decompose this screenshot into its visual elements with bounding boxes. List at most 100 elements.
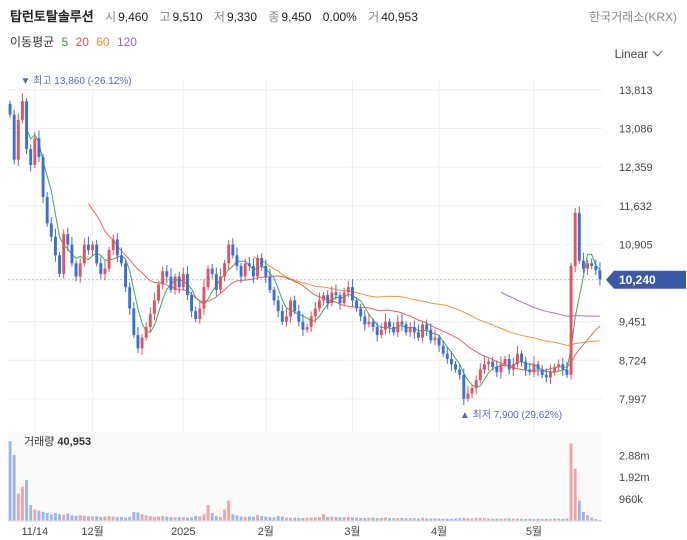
volume-bar: [243, 516, 247, 521]
candle: [58, 252, 62, 278]
volume-bar: [503, 518, 507, 521]
candle: [185, 265, 189, 300]
volume-bar: [470, 518, 474, 521]
x-tick-label: 11/14: [21, 526, 48, 538]
candle: [103, 260, 107, 281]
volume-bar: [107, 515, 111, 521]
candle: [33, 132, 37, 169]
candle: [359, 303, 363, 322]
volume-bar: [305, 517, 309, 521]
volume-bar: [536, 518, 540, 521]
ma-legend-60[interactable]: 60: [96, 35, 110, 49]
volume-bar: [367, 517, 371, 521]
scale-selector[interactable]: Linear: [615, 46, 663, 61]
current-price-label: 10,240: [619, 273, 656, 287]
volume-bar: [152, 516, 156, 521]
volume-tick-label: 2.88m: [619, 450, 650, 462]
volume-bar: [66, 513, 70, 521]
volume-bar: [260, 515, 264, 521]
candle: [474, 375, 478, 395]
candle: [487, 358, 491, 371]
candle: [383, 313, 387, 335]
ma-legend: 이동평균 5 20 60 120: [10, 33, 141, 50]
volume-bar: [359, 517, 363, 521]
candle: [82, 238, 86, 267]
volume-bar: [280, 516, 284, 521]
y-tick-label: 8,724: [619, 355, 647, 367]
volume-bar: [462, 517, 466, 521]
volume-bar: [437, 518, 441, 521]
volume-bar: [553, 518, 557, 521]
candle: [544, 368, 548, 383]
candle: [334, 284, 338, 300]
volume-bar: [371, 517, 375, 521]
volume-bar: [161, 515, 165, 521]
y-tick-label: 10,905: [619, 239, 653, 251]
annotations: ▼ 최고 13,860 (-26.12%) ▲ 최저 7,900 (29.62%): [20, 75, 562, 421]
close-label: 종: [268, 10, 280, 24]
volume-bar: [350, 517, 354, 521]
volume-bar: [99, 516, 103, 521]
volume-bar: [62, 514, 66, 521]
price-axis: 13,813 13,086 12,359 11,632 10,905 9,451 8,724…: [8, 85, 686, 406]
volume-bar: [115, 517, 119, 521]
candle: [441, 340, 445, 357]
candle: [404, 321, 408, 336]
ma-legend-label: 이동평균: [10, 35, 55, 49]
candle: [132, 302, 136, 339]
candle: [45, 192, 49, 227]
volume-bar: [297, 517, 301, 521]
volume-bar: [293, 517, 297, 521]
candle: [202, 279, 206, 315]
volume-bar: [581, 511, 585, 521]
candle: [536, 361, 540, 376]
candle: [95, 239, 99, 267]
x-tick-label: 12월: [81, 525, 103, 538]
candle: [540, 364, 544, 379]
candle: [218, 268, 222, 294]
y-tick-label: 12,359: [619, 162, 653, 174]
candle: [478, 363, 482, 384]
candle: [157, 281, 161, 304]
volume-bar: [379, 517, 383, 521]
volume-bar: [355, 517, 359, 521]
candle: [437, 334, 441, 352]
ma-legend-120[interactable]: 120: [116, 35, 137, 49]
candle: [586, 260, 590, 275]
volume-bar: [309, 517, 313, 521]
volume-bar: [264, 516, 268, 521]
candle: [16, 113, 20, 167]
candle: [590, 258, 594, 270]
candle: [206, 265, 210, 291]
volume-bar: [119, 516, 123, 521]
ma-legend-20[interactable]: 20: [75, 35, 89, 49]
candle: [86, 236, 90, 255]
candle: [355, 297, 359, 312]
candle: [190, 291, 194, 318]
candle: [210, 263, 214, 279]
volume-bar: [45, 513, 49, 521]
candle: [111, 234, 115, 255]
volume-bar: [194, 515, 198, 521]
candle: [598, 262, 602, 286]
candle: [181, 267, 185, 291]
volume-bar: [206, 505, 210, 521]
volume-bar: [408, 518, 412, 521]
volume-bar: [586, 515, 590, 521]
data-source: 한국거래소(KRX): [589, 10, 677, 24]
candle: [115, 233, 119, 262]
candle: [194, 306, 198, 323]
candle: [528, 363, 532, 376]
volume-bar: [416, 518, 420, 521]
candle: [161, 266, 165, 290]
ma-legend-5[interactable]: 5: [61, 35, 69, 49]
candle: [499, 356, 503, 379]
candle: [78, 258, 82, 283]
candle: [577, 206, 581, 264]
current-price-badge: [606, 270, 686, 289]
volume-bar: [37, 510, 41, 521]
candle: [548, 364, 552, 384]
volume-bar: [363, 518, 367, 521]
volume-bar: [412, 518, 416, 521]
